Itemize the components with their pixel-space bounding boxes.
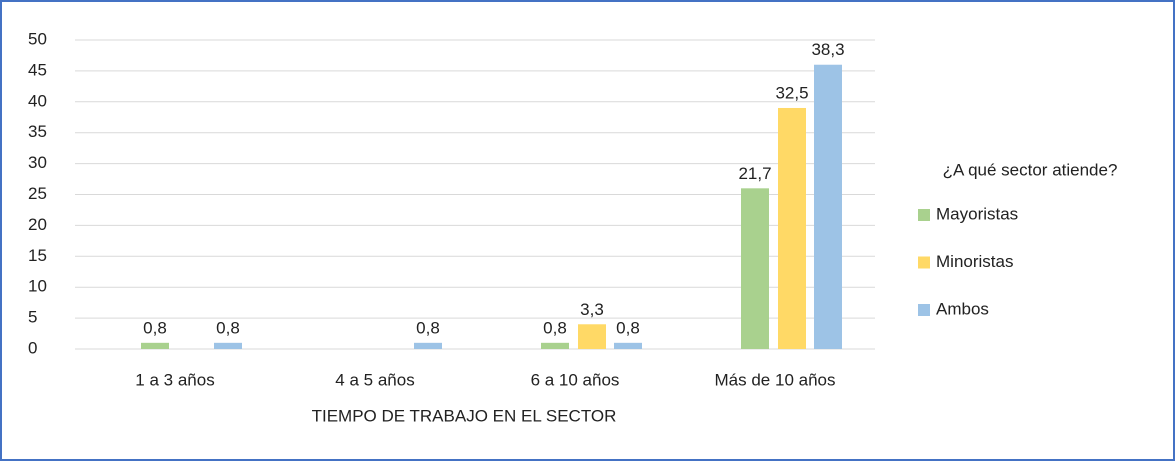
y-tick-label: 30: [28, 153, 47, 172]
data-label: 3,3: [580, 300, 604, 319]
bar: [814, 64, 842, 349]
legend-swatch: [918, 256, 930, 269]
bar: [578, 324, 606, 349]
legend-swatch: [918, 304, 930, 316]
y-tick-label: 15: [28, 246, 47, 265]
legend-label: Mayoristas: [936, 204, 1018, 223]
y-tick-label: 45: [28, 60, 47, 79]
legend-title: ¿A qué sector atiende?: [943, 160, 1118, 179]
data-label: 0,8: [616, 318, 640, 337]
bar: [614, 342, 642, 349]
data-label: 32,5: [775, 83, 808, 102]
x-axis-title: TIEMPO DE TRABAJO EN EL SECTOR: [312, 406, 617, 425]
y-tick-label: 35: [28, 122, 47, 141]
legend-label: Minoristas: [936, 252, 1013, 271]
y-tick-label: 0: [28, 338, 37, 357]
x-tick-label: 6 a 10 años: [531, 370, 620, 389]
data-label: 38,3: [811, 40, 844, 59]
x-tick-label: 1 a 3 años: [135, 370, 214, 389]
x-tick-label: Más de 10 años: [715, 370, 836, 389]
bar: [741, 188, 769, 349]
bar: [541, 342, 569, 349]
y-tick-label: 5: [28, 308, 37, 327]
y-tick-label: 50: [28, 29, 47, 48]
data-label: 0,8: [416, 318, 440, 337]
x-tick-label: 4 a 5 años: [335, 370, 414, 389]
y-tick-label: 20: [28, 215, 47, 234]
data-label: 0,8: [543, 318, 567, 337]
bar: [141, 342, 169, 349]
bar: [778, 107, 806, 349]
data-label: 21,7: [738, 164, 771, 183]
data-label: 0,8: [143, 318, 167, 337]
y-tick-label: 25: [28, 184, 47, 203]
bar: [214, 342, 242, 349]
y-tick-label: 10: [28, 277, 47, 296]
legend-swatch: [918, 209, 930, 221]
data-label: 0,8: [216, 318, 240, 337]
legend-label: Ambos: [936, 299, 989, 318]
y-tick-label: 40: [28, 91, 47, 110]
bar: [414, 342, 442, 349]
